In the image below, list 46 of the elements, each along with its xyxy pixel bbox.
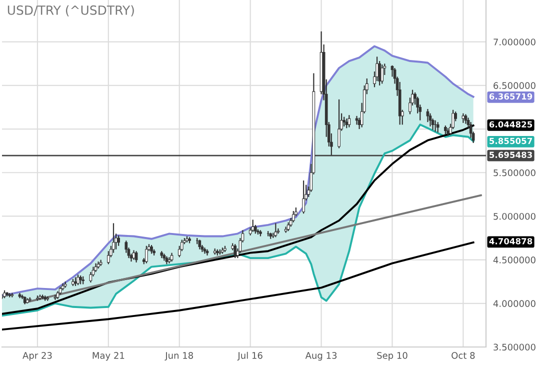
y-tick-label: 4.000000 [493,300,536,307]
candlestick [117,234,120,246]
y-tick-label: 5.500000 [494,169,536,176]
candlestick [436,122,440,134]
candlestick [76,274,80,286]
candlestick [380,64,384,84]
candlestick [355,115,358,126]
annotation: 6.365719 [489,93,532,100]
candlestick [345,118,348,129]
candlestick [112,222,115,254]
candlestick [89,271,92,284]
chart-title: USD/TRY (^USDTRY) [8,5,134,16]
x-tick-label: Oct 8 [452,352,475,359]
candlestick [132,250,136,260]
candlestick [428,112,432,127]
annotation: 6.044825 [489,121,532,128]
candlestick [198,239,202,250]
annotation: 5.855057 [490,138,532,144]
candlestick [338,98,340,149]
x-tick-label: Jun 18 [164,352,193,361]
x-tick-label: Jul 16 [237,352,262,361]
candlestick [274,222,278,238]
candlestick [302,180,305,214]
y-tick-label: 6.500000 [494,82,536,89]
candlestick [378,60,381,86]
x-tick-label: Aug 13 [305,352,337,361]
candlestick [426,108,430,123]
y-tick-label: 7.000000 [494,38,536,46]
candlestick [145,245,148,264]
x-tick-label: May 21 [92,352,124,361]
candlestick [234,244,237,259]
candlestick [134,250,138,263]
candlestick [462,112,465,124]
y-tick-label: 3.500000 [494,344,536,351]
candlestick [54,294,57,300]
candlestick [348,114,351,128]
x-tick-label: Sep 10 [377,352,408,361]
x-tick-label: Apr 23 [22,352,52,361]
y-tick-label: 4.500000 [493,256,536,264]
line-series [2,241,474,331]
candlestick [342,116,346,127]
y-tick-label: 5.000000 [494,212,536,220]
candlestick [464,114,468,124]
candlestick [292,210,295,223]
annotation: 4.704878 [489,238,532,244]
ref-line-label: 5.695483 [490,152,532,158]
